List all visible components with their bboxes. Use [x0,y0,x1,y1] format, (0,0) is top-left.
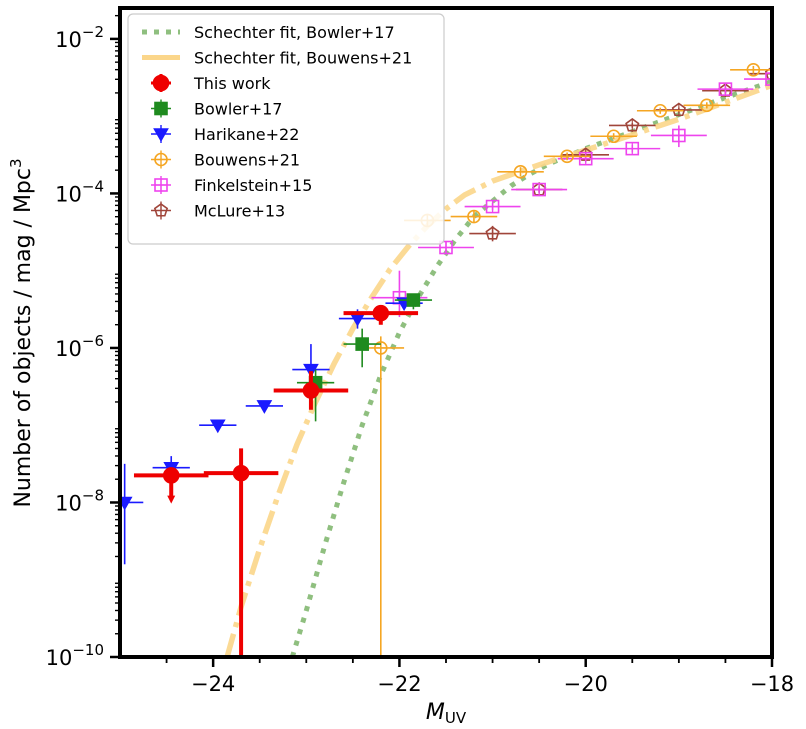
finkelstein-15-point-3-cross [533,183,546,196]
legend-marker-1 [154,101,168,116]
y-tick-label: 10−6 [55,332,104,361]
harikane-22-point-4 [303,363,319,378]
curve-bouwens21 [224,82,772,657]
legend-marker-0 [152,74,170,92]
this-work-point-1 [232,464,250,482]
x-tick-label: −24 [191,672,235,696]
mclure-13-point-6 [764,66,772,80]
legend-label: Schechter fit, Bowler+17 [194,23,395,42]
harikane-22-point-2 [209,419,226,434]
x-tick-label: −18 [750,672,794,696]
this-work-point-2 [302,382,320,399]
legend-label: Bouwens+21 [194,151,300,170]
legend: Schechter fit, Bowler+17 Schechter fit, B… [127,13,445,245]
finkelstein-15-point-4-cross [579,152,592,165]
bowler-17-point-2 [406,293,421,307]
harikane-22-point-3 [256,400,273,414]
this-work-point-3 [372,304,390,322]
legend-label: Finkelstein+15 [194,176,312,195]
finkelstein-15-point-7-cross [719,83,732,96]
legend-box [127,13,445,245]
legend-marker-4-cross [155,179,167,191]
x-axis-title: MUV [426,700,467,727]
mclure-13-point-3-cross [625,118,639,132]
x-tick-label: −20 [564,672,608,696]
y-tick-label: 10−8 [55,486,104,515]
finkelstein-15-point-8-cross [766,73,772,86]
finkelstein-15-point-1-cross [440,241,452,254]
finkelstein-15-point-6-cross [672,129,685,142]
finkelstein-15-point-2-cross [486,200,499,213]
y-tick-label: 10−10 [46,641,104,670]
y-tick-label: 10−2 [55,23,104,52]
this-work-point-0 [162,467,180,484]
legend-label: McLure+13 [194,202,285,221]
this-work-limit-arrow-0 [167,495,176,504]
x-tick-label: −22 [377,672,421,696]
mclure-13-point-0-cross [486,227,500,241]
series-this-work [133,304,419,657]
bowler-17-point-1 [355,337,369,351]
legend-label: Schechter fit, Bouwens+21 [194,49,412,68]
finkelstein-15-point-5-cross [626,142,639,155]
legend-marker-5-cross [154,204,168,217]
legend-label: Bowler+17 [194,100,282,119]
legend-marker-2 [153,128,169,143]
legend-label: Harikane+22 [194,125,299,144]
y-axis-title: Number of objects / mag / Mpc3 [7,158,36,507]
y-tick-label: 10−4 [55,177,104,206]
legend-label: This work [193,74,271,93]
